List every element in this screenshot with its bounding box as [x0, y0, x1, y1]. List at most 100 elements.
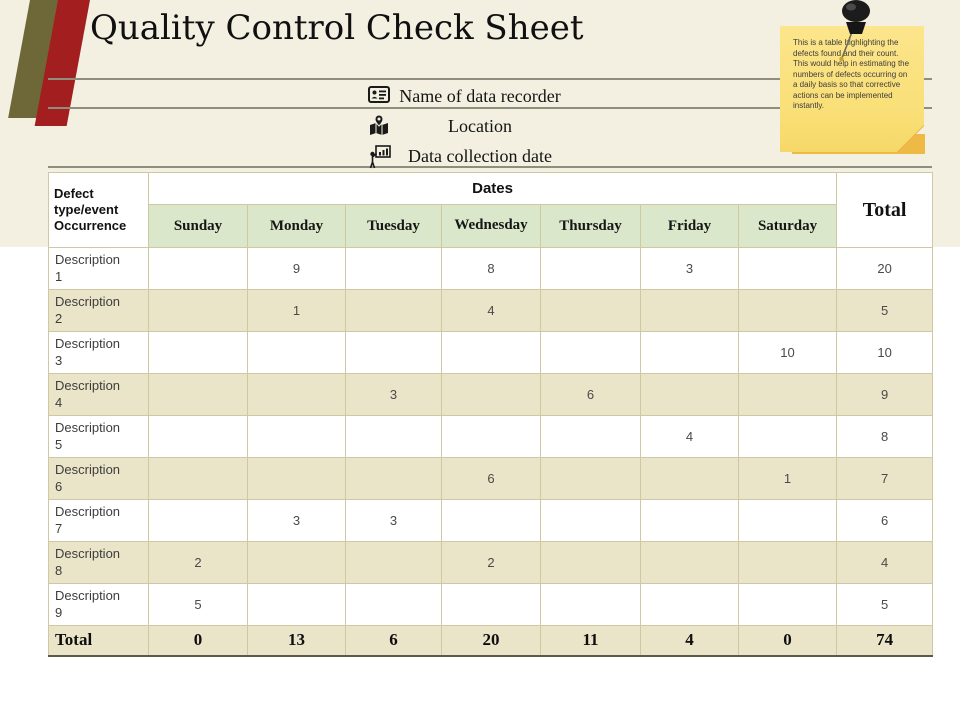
day-value-cell: 1 [737, 457, 838, 500]
day-value-cell [540, 583, 641, 626]
total-friday-cell: 4 [640, 625, 739, 657]
row-label: Description 3 [48, 331, 149, 374]
total-header: Total [836, 172, 934, 248]
total-sunday-cell: 0 [148, 625, 248, 657]
total-row-label: Total [48, 625, 149, 657]
day-value-cell: 6 [441, 457, 541, 500]
day-value-cell [345, 457, 442, 500]
day-value-cell [148, 415, 248, 458]
day-value-cell: 10 [737, 331, 838, 374]
row-total-cell: 7 [836, 457, 934, 500]
form-divider-line [48, 107, 932, 109]
day-value-cell [441, 583, 541, 626]
dates-header: Dates [147, 172, 838, 205]
day-value-cell [540, 499, 641, 542]
form-divider-line [48, 78, 932, 80]
day-value-cell [737, 541, 838, 584]
day-value-cell [148, 289, 248, 332]
day-value-cell [640, 457, 739, 500]
day-value-cell [737, 499, 838, 542]
map-location-icon [368, 114, 392, 137]
day-value-cell [540, 415, 641, 458]
day-value-cell [640, 373, 739, 416]
day-value-cell: 3 [247, 499, 346, 542]
day-value-cell [345, 541, 442, 584]
table-row: Description 2 1 4 5 [48, 289, 934, 332]
day-value-cell [540, 247, 641, 290]
table-total-row: Total 0 13 6 20 11 4 0 74 [48, 625, 934, 657]
form-label-date: Data collection date [408, 145, 552, 166]
day-value-cell [247, 373, 346, 416]
day-value-cell [345, 415, 442, 458]
day-value-cell [345, 331, 442, 374]
total-saturday-cell: 0 [737, 625, 838, 657]
day-header-saturday: Saturday [737, 204, 838, 248]
form-row-recorder: Name of data recorder [0, 84, 960, 108]
form-label-recorder: Name of data recorder [399, 85, 561, 106]
day-value-cell [737, 415, 838, 458]
day-value-cell [737, 247, 838, 290]
sticky-note-text: This is a table highlighting the defects… [793, 38, 910, 110]
table-body: Description 1 9 8 3 20 Description 2 1 4 5 Descri… [48, 247, 934, 626]
day-value-cell: 9 [247, 247, 346, 290]
row-total-cell: 6 [836, 499, 934, 542]
day-value-cell [247, 583, 346, 626]
total-monday-cell: 13 [247, 625, 346, 657]
day-value-cell: 4 [441, 289, 541, 332]
form-label-location: Location [448, 115, 512, 136]
row-label: Description 8 [48, 541, 149, 584]
form-divider-line [48, 166, 932, 168]
total-thursday-cell: 11 [540, 625, 641, 657]
day-value-cell [148, 247, 248, 290]
presenter-chart-icon [368, 145, 392, 169]
day-value-cell: 5 [148, 583, 248, 626]
day-value-cell: 2 [148, 541, 248, 584]
day-header-friday: Friday [640, 204, 739, 248]
row-total-cell: 4 [836, 541, 934, 584]
page-title: Quality Control Check Sheet [90, 8, 584, 48]
row-total-cell: 5 [836, 583, 934, 626]
day-value-cell [640, 583, 739, 626]
day-value-cell [441, 331, 541, 374]
day-value-cell [737, 373, 838, 416]
table-row: Description 3 10 10 [48, 331, 934, 374]
day-header-wednesday: Wednesday [441, 204, 541, 248]
table-header-row-days: Sunday Monday Tuesday Wednesday Thursday… [49, 204, 933, 248]
day-value-cell: 3 [345, 499, 442, 542]
day-value-cell: 4 [640, 415, 739, 458]
day-value-cell [540, 457, 641, 500]
row-label: Description 1 [48, 247, 149, 290]
row-label: Description 9 [48, 583, 149, 626]
push-pin-icon [826, 0, 886, 70]
day-value-cell [345, 583, 442, 626]
day-value-cell: 2 [441, 541, 541, 584]
table-row: Description 5 4 8 [48, 415, 934, 458]
day-value-cell [345, 289, 442, 332]
table-header-row-dates: Defect type/event Occurrence Dates Total [48, 172, 934, 248]
day-value-cell [148, 457, 248, 500]
day-header-monday: Monday [247, 204, 346, 248]
day-value-cell [640, 331, 739, 374]
day-value-cell [441, 499, 541, 542]
day-value-cell [441, 373, 541, 416]
day-value-cell [345, 247, 442, 290]
day-value-cell [148, 373, 248, 416]
day-value-cell [247, 457, 346, 500]
day-value-cell [247, 541, 346, 584]
form-row-location: Location [0, 114, 960, 138]
form-row-date: Data collection date [0, 144, 960, 169]
day-value-cell [247, 415, 346, 458]
day-header-thursday: Thursday [540, 204, 641, 248]
day-header-sunday: Sunday [148, 204, 248, 248]
day-value-cell: 3 [640, 247, 739, 290]
row-label: Description 6 [48, 457, 149, 500]
row-total-cell: 5 [836, 289, 934, 332]
day-value-cell [540, 289, 641, 332]
day-value-cell [640, 289, 739, 332]
row-total-cell: 9 [836, 373, 934, 416]
row-label: Description 7 [48, 499, 149, 542]
row-label: Description 2 [48, 289, 149, 332]
